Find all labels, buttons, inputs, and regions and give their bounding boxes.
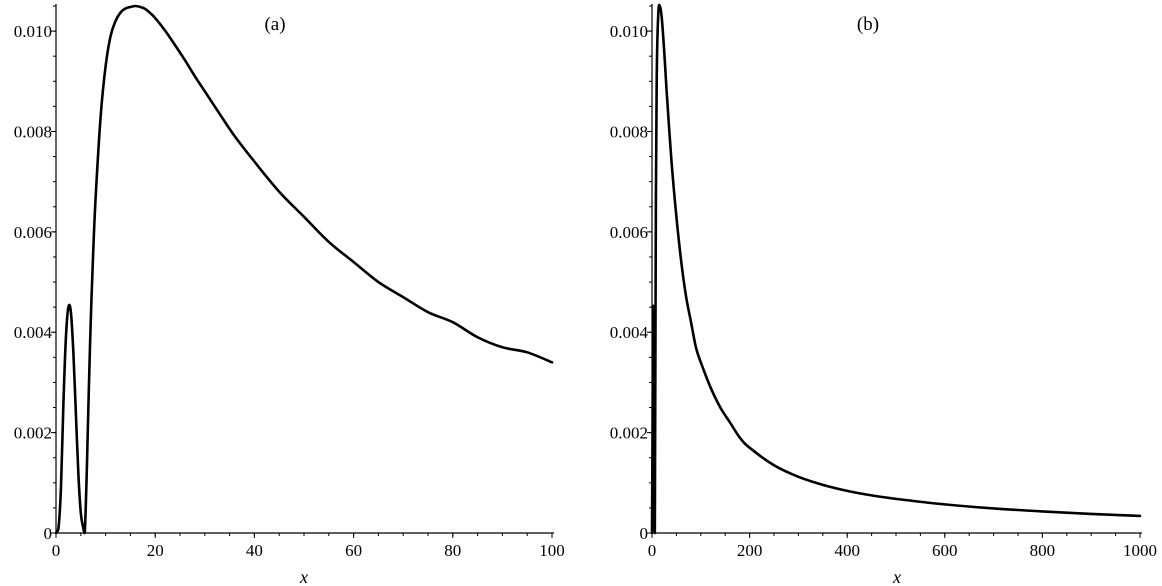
panel-title: (a) xyxy=(264,14,285,35)
series-line-0 xyxy=(54,4,554,535)
chart-panel-b: 0 200 400 600 800 1000 0 0.002 0.004 0.006 0.008 0.… xyxy=(610,3,1157,586)
x-tick-label: 1000 xyxy=(1123,541,1157,560)
y-tick-label: 0.002 xyxy=(610,424,648,443)
x-tick-label: 80 xyxy=(444,541,461,560)
y-tick-label: 0.006 xyxy=(610,223,648,242)
y-tick-label: 0 xyxy=(640,524,649,543)
y-tick-label: 0 xyxy=(44,524,53,543)
x-tick-label: 200 xyxy=(737,541,763,560)
y-tick-label: 0.010 xyxy=(14,22,52,41)
x-tick-label: 60 xyxy=(345,541,362,560)
y-tick-label: 0.006 xyxy=(14,223,52,242)
panel-title: (b) xyxy=(857,14,879,35)
x-tick-label: 600 xyxy=(932,541,958,560)
x-tick-label: 800 xyxy=(1030,541,1056,560)
x-tick-label: 40 xyxy=(246,541,263,560)
x-tick-label: 0 xyxy=(648,541,657,560)
chart-panel-a: 0 20 40 60 80 100 0 0.002 0.004 0.006 0.008 0.010 x (… xyxy=(14,4,565,586)
y-tick-label: 0.008 xyxy=(610,122,648,141)
x-axis-label: x xyxy=(892,567,901,586)
x-axis-label: x xyxy=(299,567,308,586)
x-tick-label: 0 xyxy=(52,541,61,560)
y-tick-label: 0.008 xyxy=(14,122,52,141)
y-tick-label: 0.010 xyxy=(610,22,648,41)
y-tick-label: 0.004 xyxy=(14,323,53,342)
x-tick-label: 20 xyxy=(147,541,164,560)
x-tick-label: 400 xyxy=(834,541,860,560)
y-tick-label: 0.002 xyxy=(14,424,52,443)
x-tick-label: 100 xyxy=(539,541,565,560)
series-line-0 xyxy=(650,3,1142,535)
y-tick-label: 0.004 xyxy=(610,323,649,342)
